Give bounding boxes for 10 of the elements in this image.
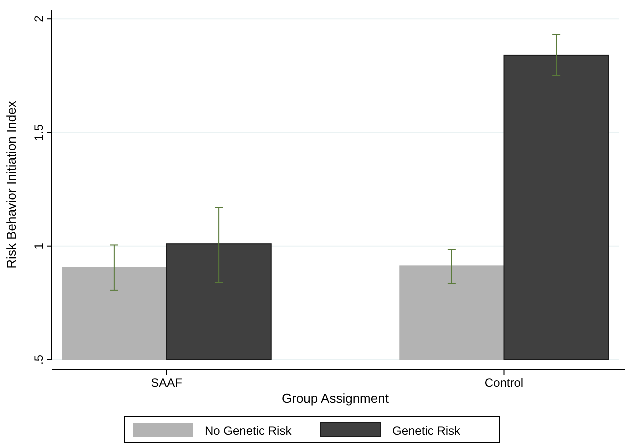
y-tick-label: 2 (32, 15, 46, 22)
legend-label: No Genetic Risk (205, 424, 293, 438)
x-tick-label: SAAF (151, 376, 182, 390)
y-tick-label: .5 (32, 354, 46, 366)
x-tick-label: Control (484, 376, 524, 390)
y-tick-label: 1.5 (32, 124, 46, 142)
y-axis-title: Risk Behavior Initiation Index (4, 100, 19, 269)
legend-label: Genetic Risk (392, 424, 462, 438)
y-tick-label: 1 (32, 242, 46, 250)
x-axis-title: Group Assignment (282, 391, 390, 406)
